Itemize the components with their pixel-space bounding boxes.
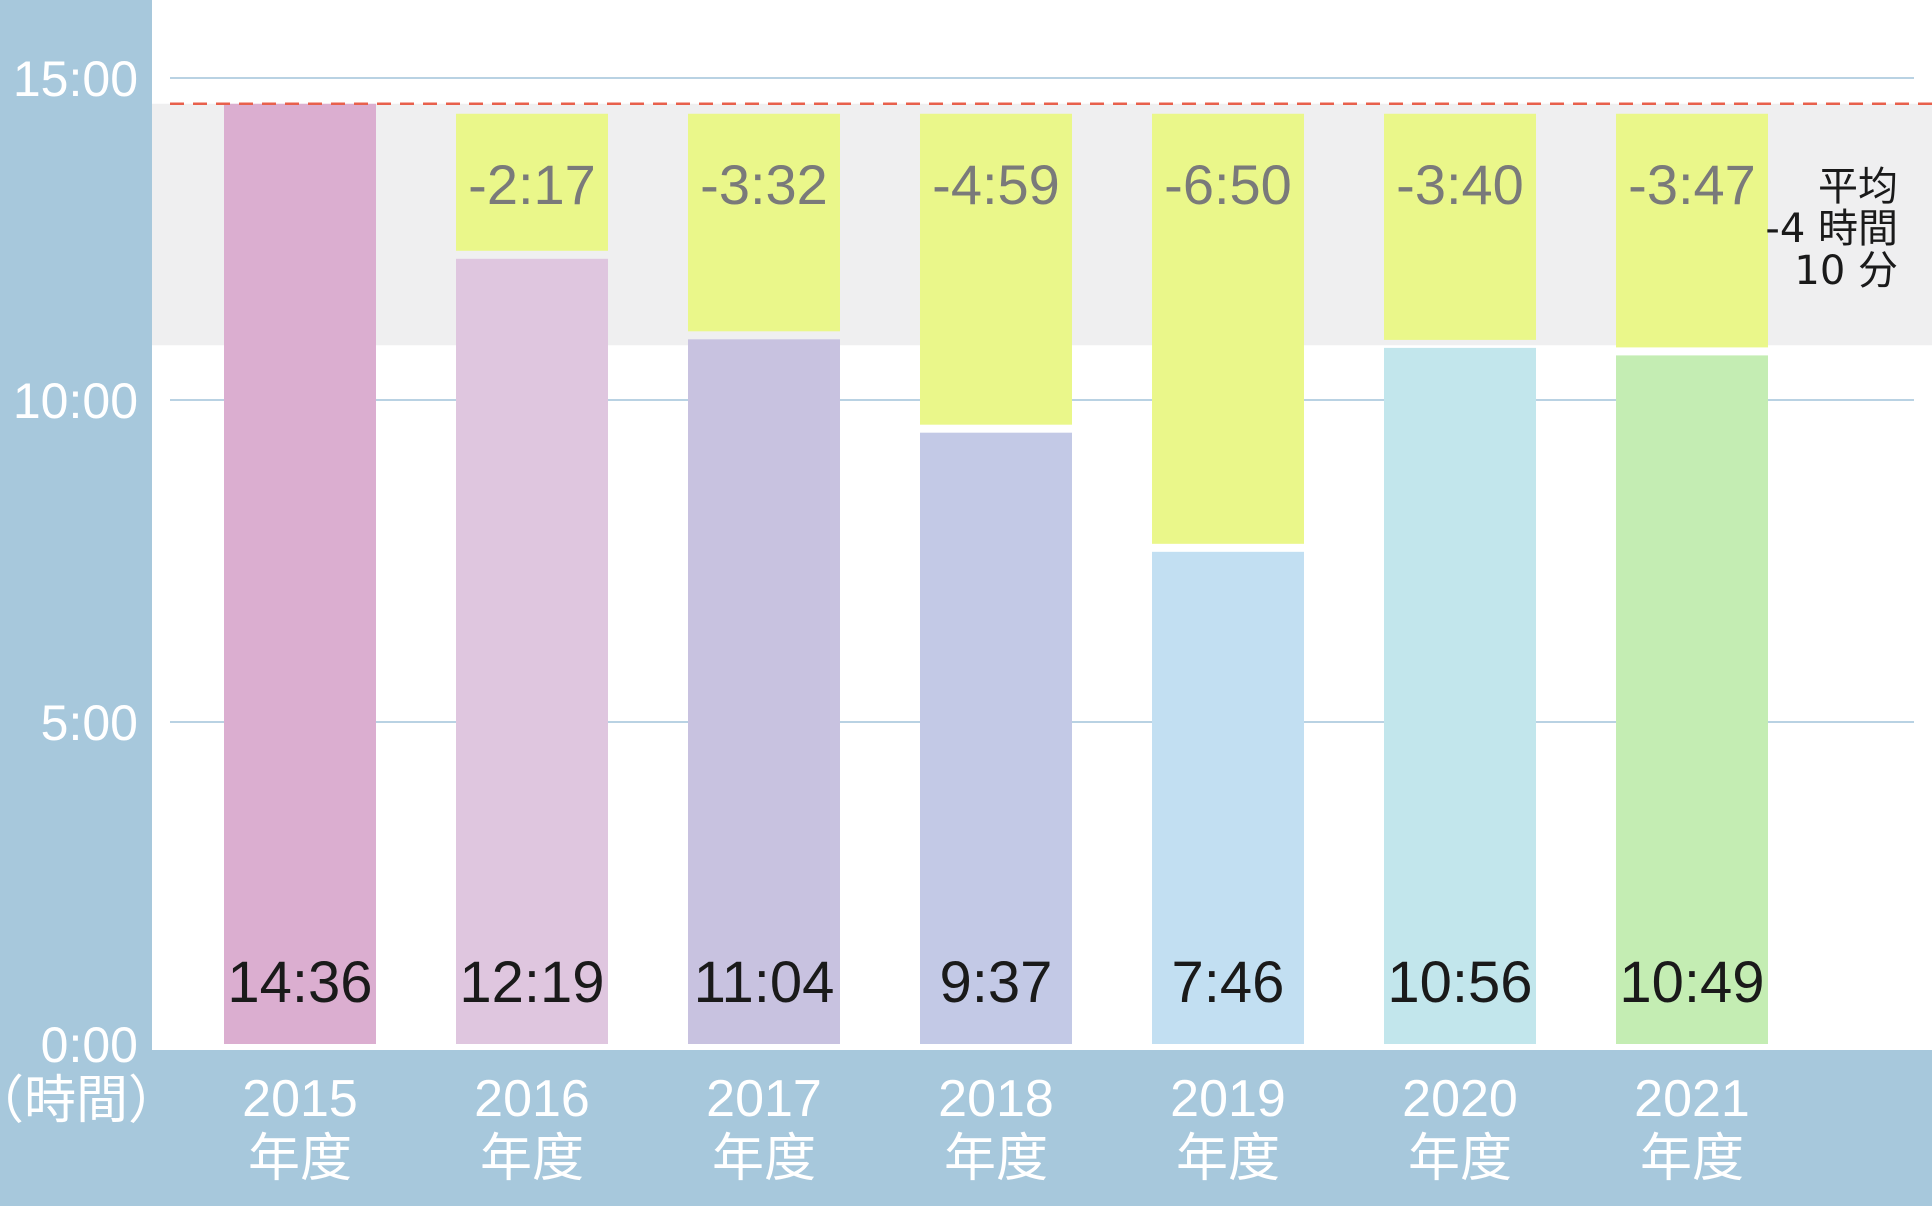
x-tick-year: 2019: [1170, 1070, 1286, 1128]
bar-value-label: 12:19: [459, 950, 604, 1015]
bar-value-label: 7:46: [1172, 950, 1285, 1015]
x-axis-panel: [0, 1050, 1932, 1206]
y-tick-label: 5:00: [41, 695, 138, 751]
bar-reduction-2020: [1384, 113, 1536, 340]
bar-reduction-2016: [456, 113, 608, 251]
bar-value-label: 10:49: [1619, 950, 1764, 1015]
bar-value-label: 11:04: [694, 950, 835, 1015]
bar-value-label: 9:37: [940, 950, 1053, 1015]
x-tick-year: 2015: [242, 1070, 358, 1128]
y-tick-label: 15:00: [13, 51, 138, 107]
reduction-label: -3:47: [1628, 153, 1756, 216]
average-label-line: -4 時間: [1765, 206, 1898, 252]
x-tick-year: 2018: [938, 1070, 1054, 1128]
reduction-label: -6:50: [1164, 153, 1292, 216]
bar-hours-2021: [1616, 355, 1768, 1044]
y-axis-panel: [0, 0, 152, 1206]
x-tick-suffix: 年度: [944, 1130, 1048, 1188]
x-tick-suffix: 年度: [248, 1130, 352, 1188]
bar-reduction-2017: [688, 113, 840, 332]
x-tick-suffix: 年度: [1640, 1130, 1744, 1188]
reduction-label: -3:32: [700, 153, 828, 216]
x-tick-year: 2020: [1402, 1070, 1518, 1128]
bar-value-label: 14:36: [227, 950, 372, 1015]
x-tick-suffix: 年度: [1408, 1130, 1512, 1188]
reduction-label: -3:40: [1396, 153, 1524, 216]
bar-hours-2017: [688, 339, 840, 1045]
x-tick-year: 2016: [474, 1070, 590, 1128]
bar-reduction-2018: [920, 113, 1072, 425]
bar-hours-2020: [1384, 347, 1536, 1045]
reduction-label: -4:59: [932, 153, 1060, 216]
bar-hours-2015: [224, 103, 376, 1044]
y-unit-label: （時間）: [0, 1072, 180, 1130]
bar-hours-2016: [456, 258, 608, 1045]
bar-reduction-2019: [1152, 113, 1304, 544]
bar-hours-2018: [920, 432, 1072, 1045]
x-tick-suffix: 年度: [480, 1130, 584, 1188]
bar-hours-2019: [1152, 551, 1304, 1044]
y-tick-label: 10:00: [13, 373, 138, 429]
reduction-label: -2:17: [468, 153, 596, 216]
bar-value-label: 10:56: [1387, 950, 1532, 1015]
average-label-line: 平均: [1818, 164, 1898, 210]
x-tick-year: 2021: [1634, 1070, 1750, 1128]
x-tick-suffix: 年度: [712, 1130, 816, 1188]
bar-reduction-2021: [1616, 113, 1768, 348]
x-tick-year: 2017: [706, 1070, 822, 1128]
y-tick-label: 0:00: [41, 1017, 138, 1073]
x-tick-suffix: 年度: [1176, 1130, 1280, 1188]
average-label-line: 10 分: [1794, 248, 1898, 294]
